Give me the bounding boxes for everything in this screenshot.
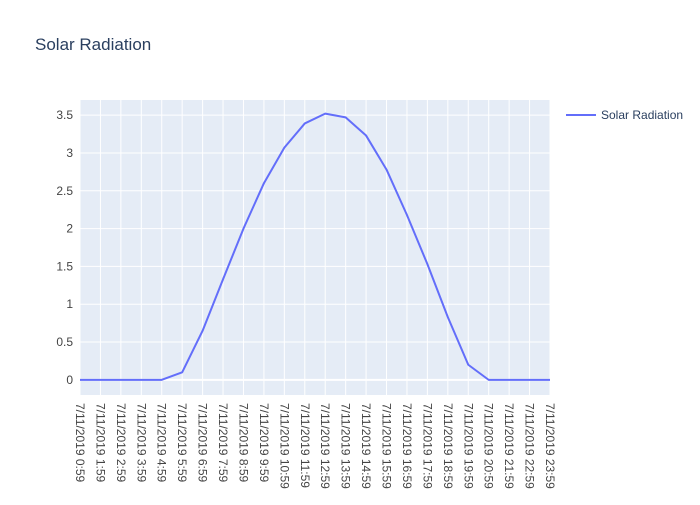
x-tick-label: 7/11/2019 10:59: [277, 403, 291, 489]
x-tick-label: 7/11/2019 17:59: [420, 403, 434, 489]
legend-label: Solar Radiation: [601, 108, 683, 122]
x-tick-label: 7/11/2019 6:59: [196, 403, 210, 483]
x-tick-label: 7/11/2019 1:59: [93, 403, 107, 483]
y-tick-label: 3.5: [56, 108, 73, 122]
chart-title: Solar Radiation: [35, 35, 151, 54]
x-tick-label: 7/11/2019 3:59: [134, 403, 148, 483]
x-tick-label: 7/11/2019 0:59: [73, 403, 87, 483]
x-tick-label: 7/11/2019 19:59: [461, 403, 475, 489]
x-tick-label: 7/11/2019 14:59: [359, 403, 373, 489]
y-tick-label: 1: [66, 297, 73, 311]
x-tick-label: 7/11/2019 9:59: [257, 403, 271, 483]
x-tick-label: 7/11/2019 13:59: [339, 403, 353, 489]
legend[interactable]: Solar Radiation: [566, 108, 683, 122]
x-tick-label: 7/11/2019 8:59: [236, 403, 250, 483]
x-tick-label: 7/11/2019 12:59: [318, 403, 332, 489]
x-tick-label: 7/11/2019 11:59: [298, 403, 312, 488]
y-tick-label: 2.5: [56, 184, 73, 198]
y-tick-label: 3: [66, 146, 73, 160]
x-tick-label: 7/11/2019 21:59: [502, 403, 516, 489]
x-tick-label: 7/11/2019 18:59: [441, 403, 455, 489]
plot-area: 0 0.5 1 1.5 2 2.5 3 3.5 7/11/2019 0:59 7/11/2019 …: [56, 100, 557, 489]
x-tick-label: 7/11/2019 4:59: [155, 403, 169, 483]
x-tick-label: 7/11/2019 23:59: [543, 403, 557, 489]
y-tick-label: 0.5: [56, 335, 73, 349]
plot-background: [80, 100, 550, 395]
x-tick-label: 7/11/2019 20:59: [482, 403, 496, 489]
x-tick-label: 7/11/2019 16:59: [400, 403, 414, 489]
x-tick-label: 7/11/2019 2:59: [114, 403, 128, 483]
y-tick-label: 1.5: [56, 259, 73, 273]
y-tick-label: 0: [66, 373, 73, 387]
y-tick-label: 2: [66, 222, 73, 236]
x-tick-label: 7/11/2019 22:59: [523, 403, 537, 489]
x-tick-label: 7/11/2019 5:59: [175, 403, 189, 483]
x-tick-label: 7/11/2019 15:59: [380, 403, 394, 489]
x-tick-label: 7/11/2019 7:59: [216, 403, 230, 483]
